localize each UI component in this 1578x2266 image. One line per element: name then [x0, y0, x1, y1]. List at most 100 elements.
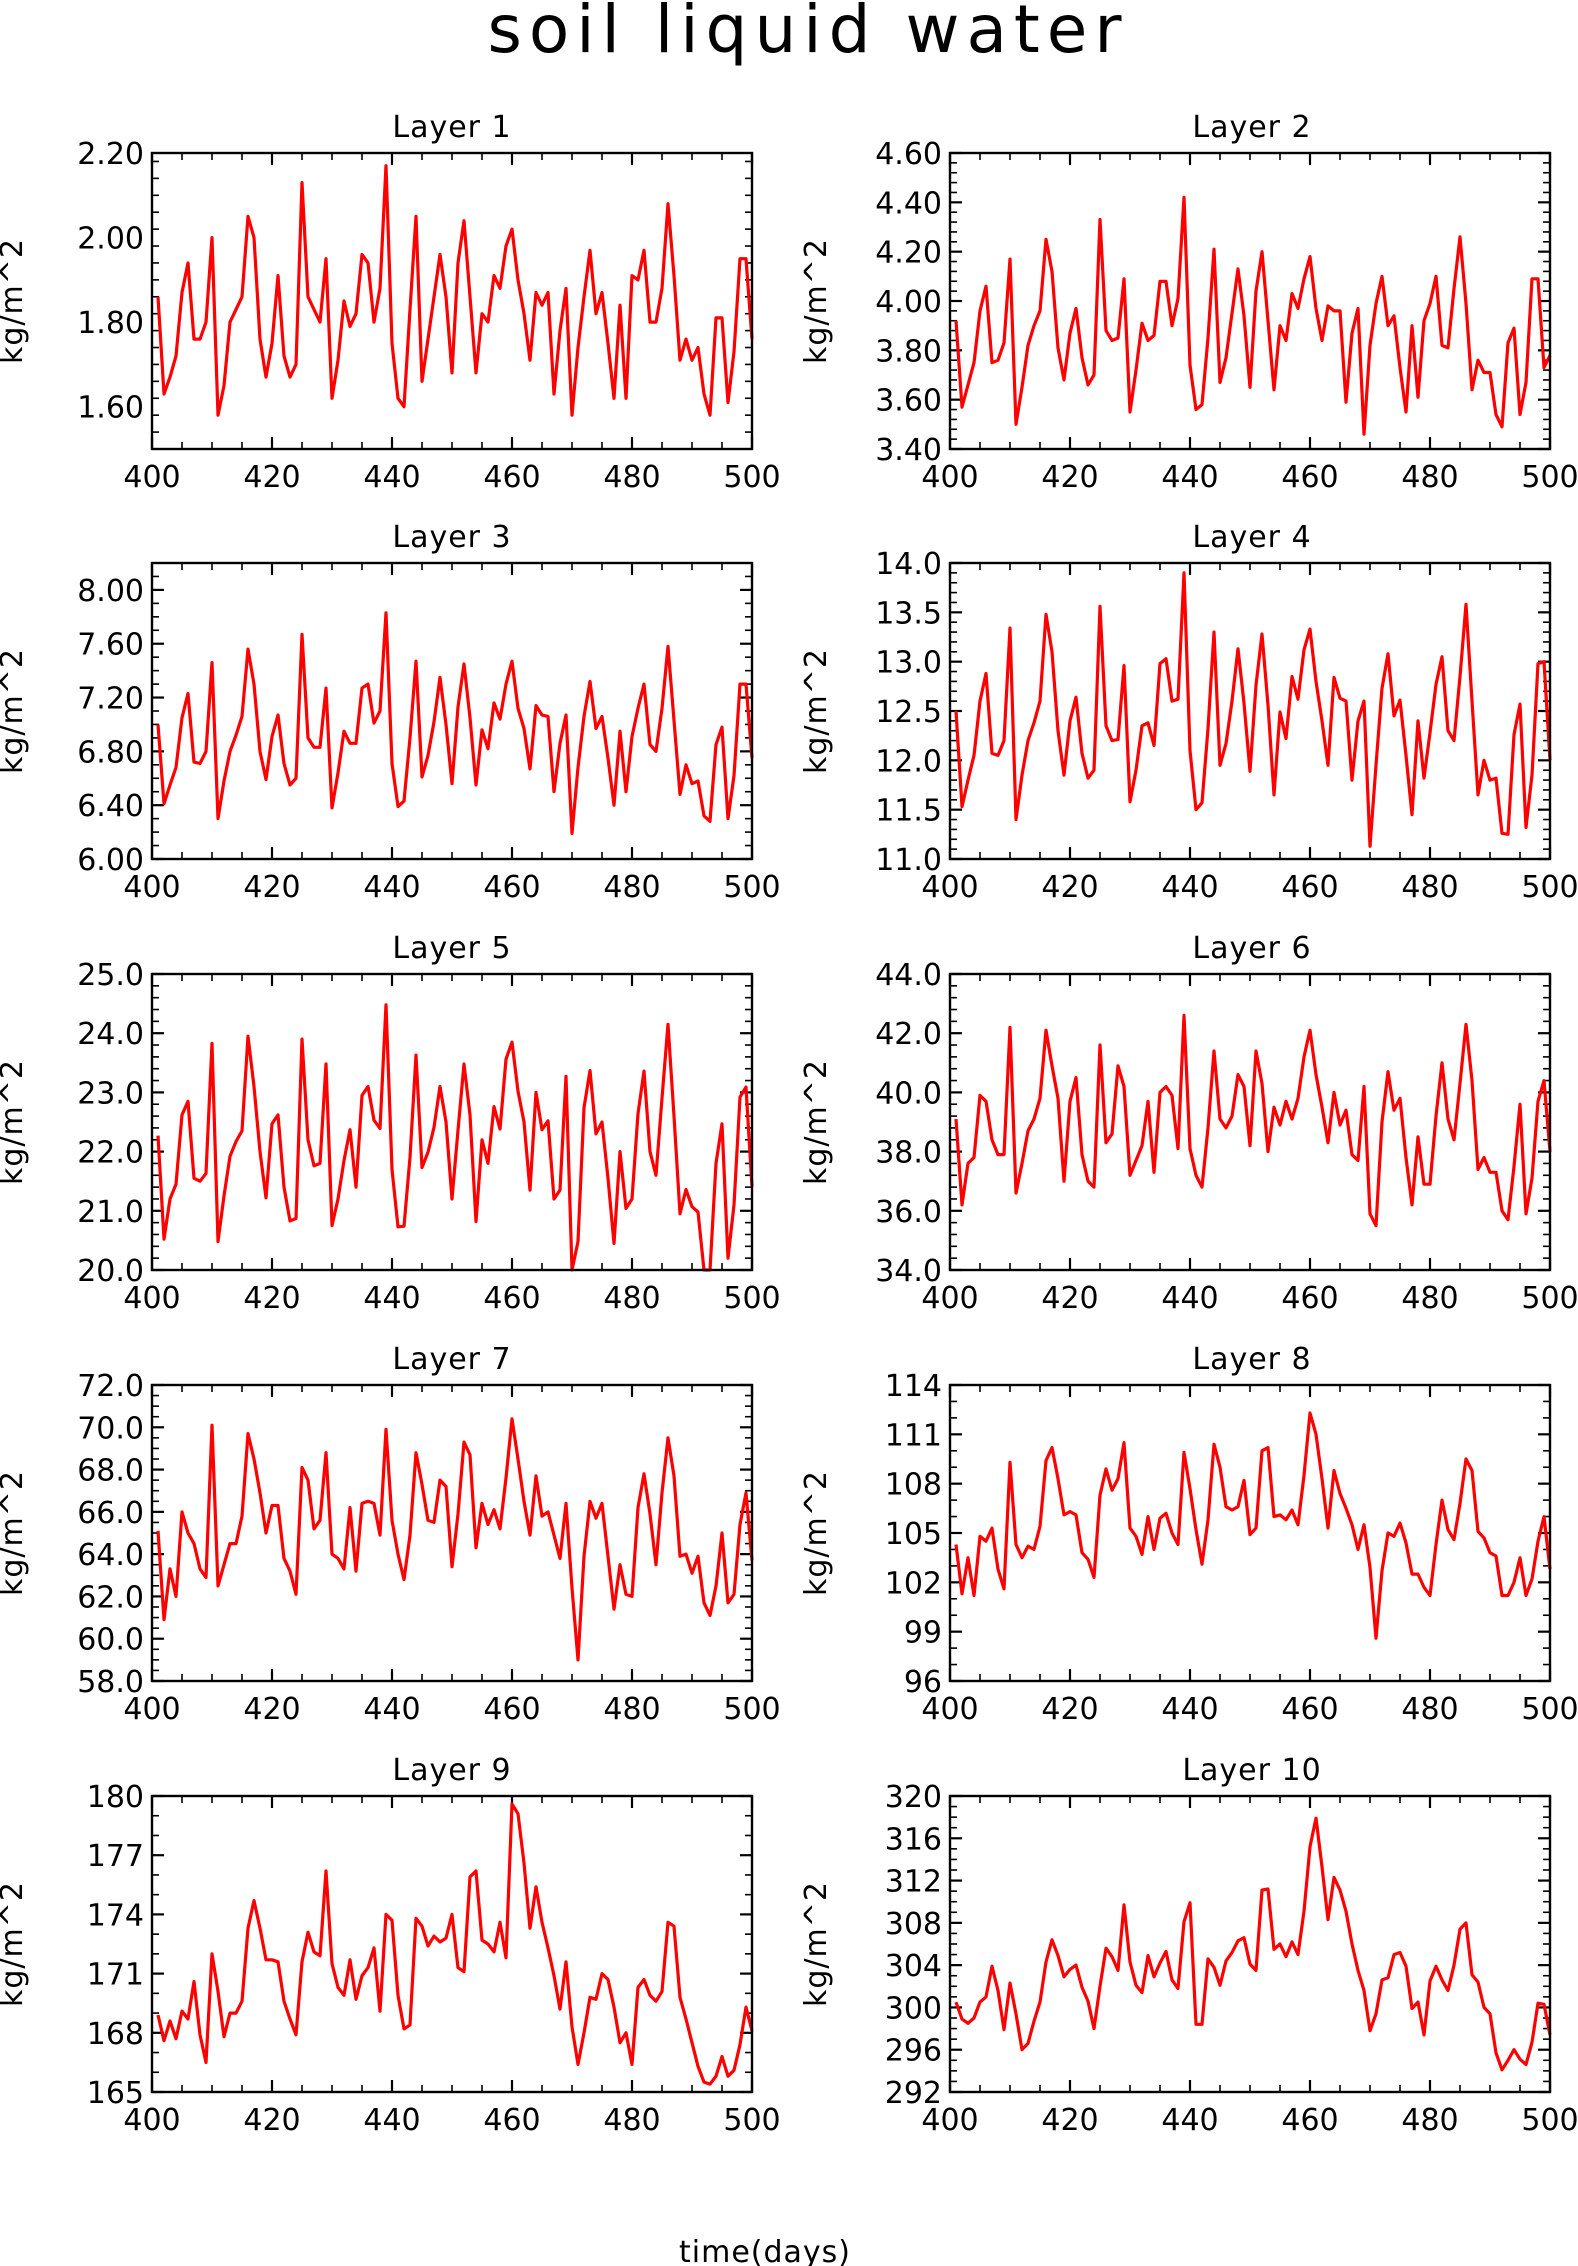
y-tick-label: 102	[885, 1566, 942, 1601]
x-tick-label: 500	[1521, 460, 1578, 495]
y-tick-label: 38.0	[875, 1136, 942, 1171]
y-tick-label: 108	[885, 1468, 942, 1503]
y-tick-label: 3.60	[875, 384, 942, 419]
x-tick-label: 480	[603, 1692, 660, 1727]
x-tick-label: 460	[483, 460, 540, 495]
x-tick-label: 500	[1521, 1281, 1578, 1316]
x-tick-label: 500	[723, 870, 780, 905]
series-line	[954, 1816, 1552, 2072]
series-line	[156, 1003, 754, 1272]
x-tick-label: 440	[363, 1692, 420, 1727]
y-tick-label: 64.0	[77, 1538, 144, 1573]
y-tick-label: 165	[87, 2076, 144, 2111]
x-tick-label: 480	[603, 870, 660, 905]
x-tick-label: 460	[1281, 870, 1338, 905]
y-tick-label: 24.0	[77, 1017, 144, 1052]
y-tick-label: 21.0	[77, 1195, 144, 1230]
chart-panel-9: Layer 9 400 420 440 460 480 500 165 168 171 174 177…	[0, 1753, 781, 2138]
x-tick-label: 440	[363, 460, 420, 495]
y-tick-label: 22.0	[77, 1136, 144, 1171]
x-tick-label: 480	[1401, 2103, 1458, 2138]
y-tick-label: 168	[87, 2017, 144, 2052]
y-tick-label: 3.40	[875, 433, 942, 468]
y-tick-label: 174	[87, 1898, 144, 1933]
y-tick-label: 25.0	[77, 958, 144, 993]
y-axis-label: kg/m^2	[0, 1881, 30, 2007]
y-tick-label: 3.80	[875, 334, 942, 369]
y-tick-label: 1.80	[77, 306, 144, 341]
y-tick-label: 6.00	[77, 843, 144, 878]
plot-frame	[948, 972, 1552, 1272]
y-tick-label: 114	[885, 1369, 942, 1404]
y-tick-label: 13.0	[875, 646, 942, 681]
x-tick-label: 500	[1521, 1692, 1578, 1727]
y-tick-label: 111	[885, 1418, 942, 1453]
y-tick-label: 72.0	[77, 1369, 144, 1404]
y-tick-label: 66.0	[77, 1496, 144, 1531]
panel-title: Layer 9	[392, 1753, 511, 1788]
x-tick-label: 460	[1281, 1692, 1338, 1727]
plot-frame	[948, 1383, 1552, 1683]
y-tick-label: 42.0	[875, 1017, 942, 1052]
x-tick-label: 460	[1281, 2103, 1338, 2138]
y-tick-label: 308	[885, 1907, 942, 1942]
y-tick-label: 316	[885, 1822, 942, 1857]
y-tick-label: 23.0	[77, 1076, 144, 1111]
x-tick-label: 460	[1281, 1281, 1338, 1316]
y-tick-label: 13.5	[875, 596, 942, 631]
x-tick-label: 480	[603, 1281, 660, 1316]
x-tick-label: 400	[921, 870, 978, 905]
panel-title: Layer 1	[392, 110, 511, 145]
y-axis-label: kg/m^2	[0, 238, 30, 364]
y-tick-label: 36.0	[875, 1195, 942, 1230]
x-tick-label: 400	[123, 870, 180, 905]
y-axis-label: kg/m^2	[799, 238, 834, 364]
x-tick-label: 500	[723, 1281, 780, 1316]
chart-panel-8: Layer 8 400 420 440 460 480 500 96 99 102 105 108 11…	[799, 1342, 1578, 1727]
x-tick-label: 460	[483, 1281, 540, 1316]
y-tick-label: 4.40	[875, 186, 942, 221]
x-tick-label: 420	[1041, 870, 1098, 905]
panel-title: Layer 5	[392, 931, 511, 966]
x-tick-label: 420	[243, 460, 300, 495]
panel-title: Layer 8	[1192, 1342, 1311, 1377]
x-tick-label: 420	[1041, 460, 1098, 495]
x-tick-label: 500	[723, 460, 780, 495]
y-tick-label: 20.0	[77, 1254, 144, 1289]
y-tick-label: 11.0	[875, 843, 942, 878]
figure-title: soil liquid water	[487, 0, 1128, 68]
series-line	[954, 1013, 1552, 1228]
y-tick-label: 34.0	[875, 1254, 942, 1289]
x-tick-label: 400	[123, 2103, 180, 2138]
y-axis-label: kg/m^2	[799, 1881, 834, 2007]
chart-panel-7: Layer 7 400 420 440 460 480 500 58.0 60.0 62.0 64.…	[0, 1342, 781, 1727]
plot-frame	[948, 1794, 1552, 2094]
plot-frame	[948, 151, 1552, 451]
y-tick-label: 2.00	[77, 222, 144, 257]
x-tick-label: 440	[363, 2103, 420, 2138]
x-tick-label: 440	[363, 870, 420, 905]
y-tick-label: 171	[87, 1958, 144, 1993]
series-line	[954, 571, 1552, 848]
plot-frame	[150, 561, 754, 861]
x-tick-label: 460	[483, 2103, 540, 2138]
x-tick-label: 420	[243, 870, 300, 905]
y-tick-label: 62.0	[77, 1580, 144, 1615]
plot-frame	[150, 1383, 754, 1683]
x-tick-label: 500	[1521, 870, 1578, 905]
x-tick-label: 460	[483, 1692, 540, 1727]
y-tick-label: 8.00	[77, 574, 144, 609]
chart-panel-6: Layer 6 400 420 440 460 480 500 34.0 36.0 38.0 40.…	[799, 931, 1578, 1316]
x-tick-label: 440	[1161, 2103, 1218, 2138]
chart-panel-3: Layer 3 400 420 440 460 480 500 6.00 6.40 6.80 7.2…	[0, 520, 781, 905]
y-tick-label: 70.0	[77, 1411, 144, 1446]
y-tick-label: 4.20	[875, 236, 942, 271]
series-line	[954, 1411, 1552, 1640]
x-tick-label: 480	[603, 460, 660, 495]
x-tick-label: 500	[1521, 2103, 1578, 2138]
y-tick-label: 1.60	[77, 391, 144, 426]
plot-frame	[150, 972, 754, 1272]
x-tick-label: 400	[123, 460, 180, 495]
y-tick-label: 12.0	[875, 744, 942, 779]
